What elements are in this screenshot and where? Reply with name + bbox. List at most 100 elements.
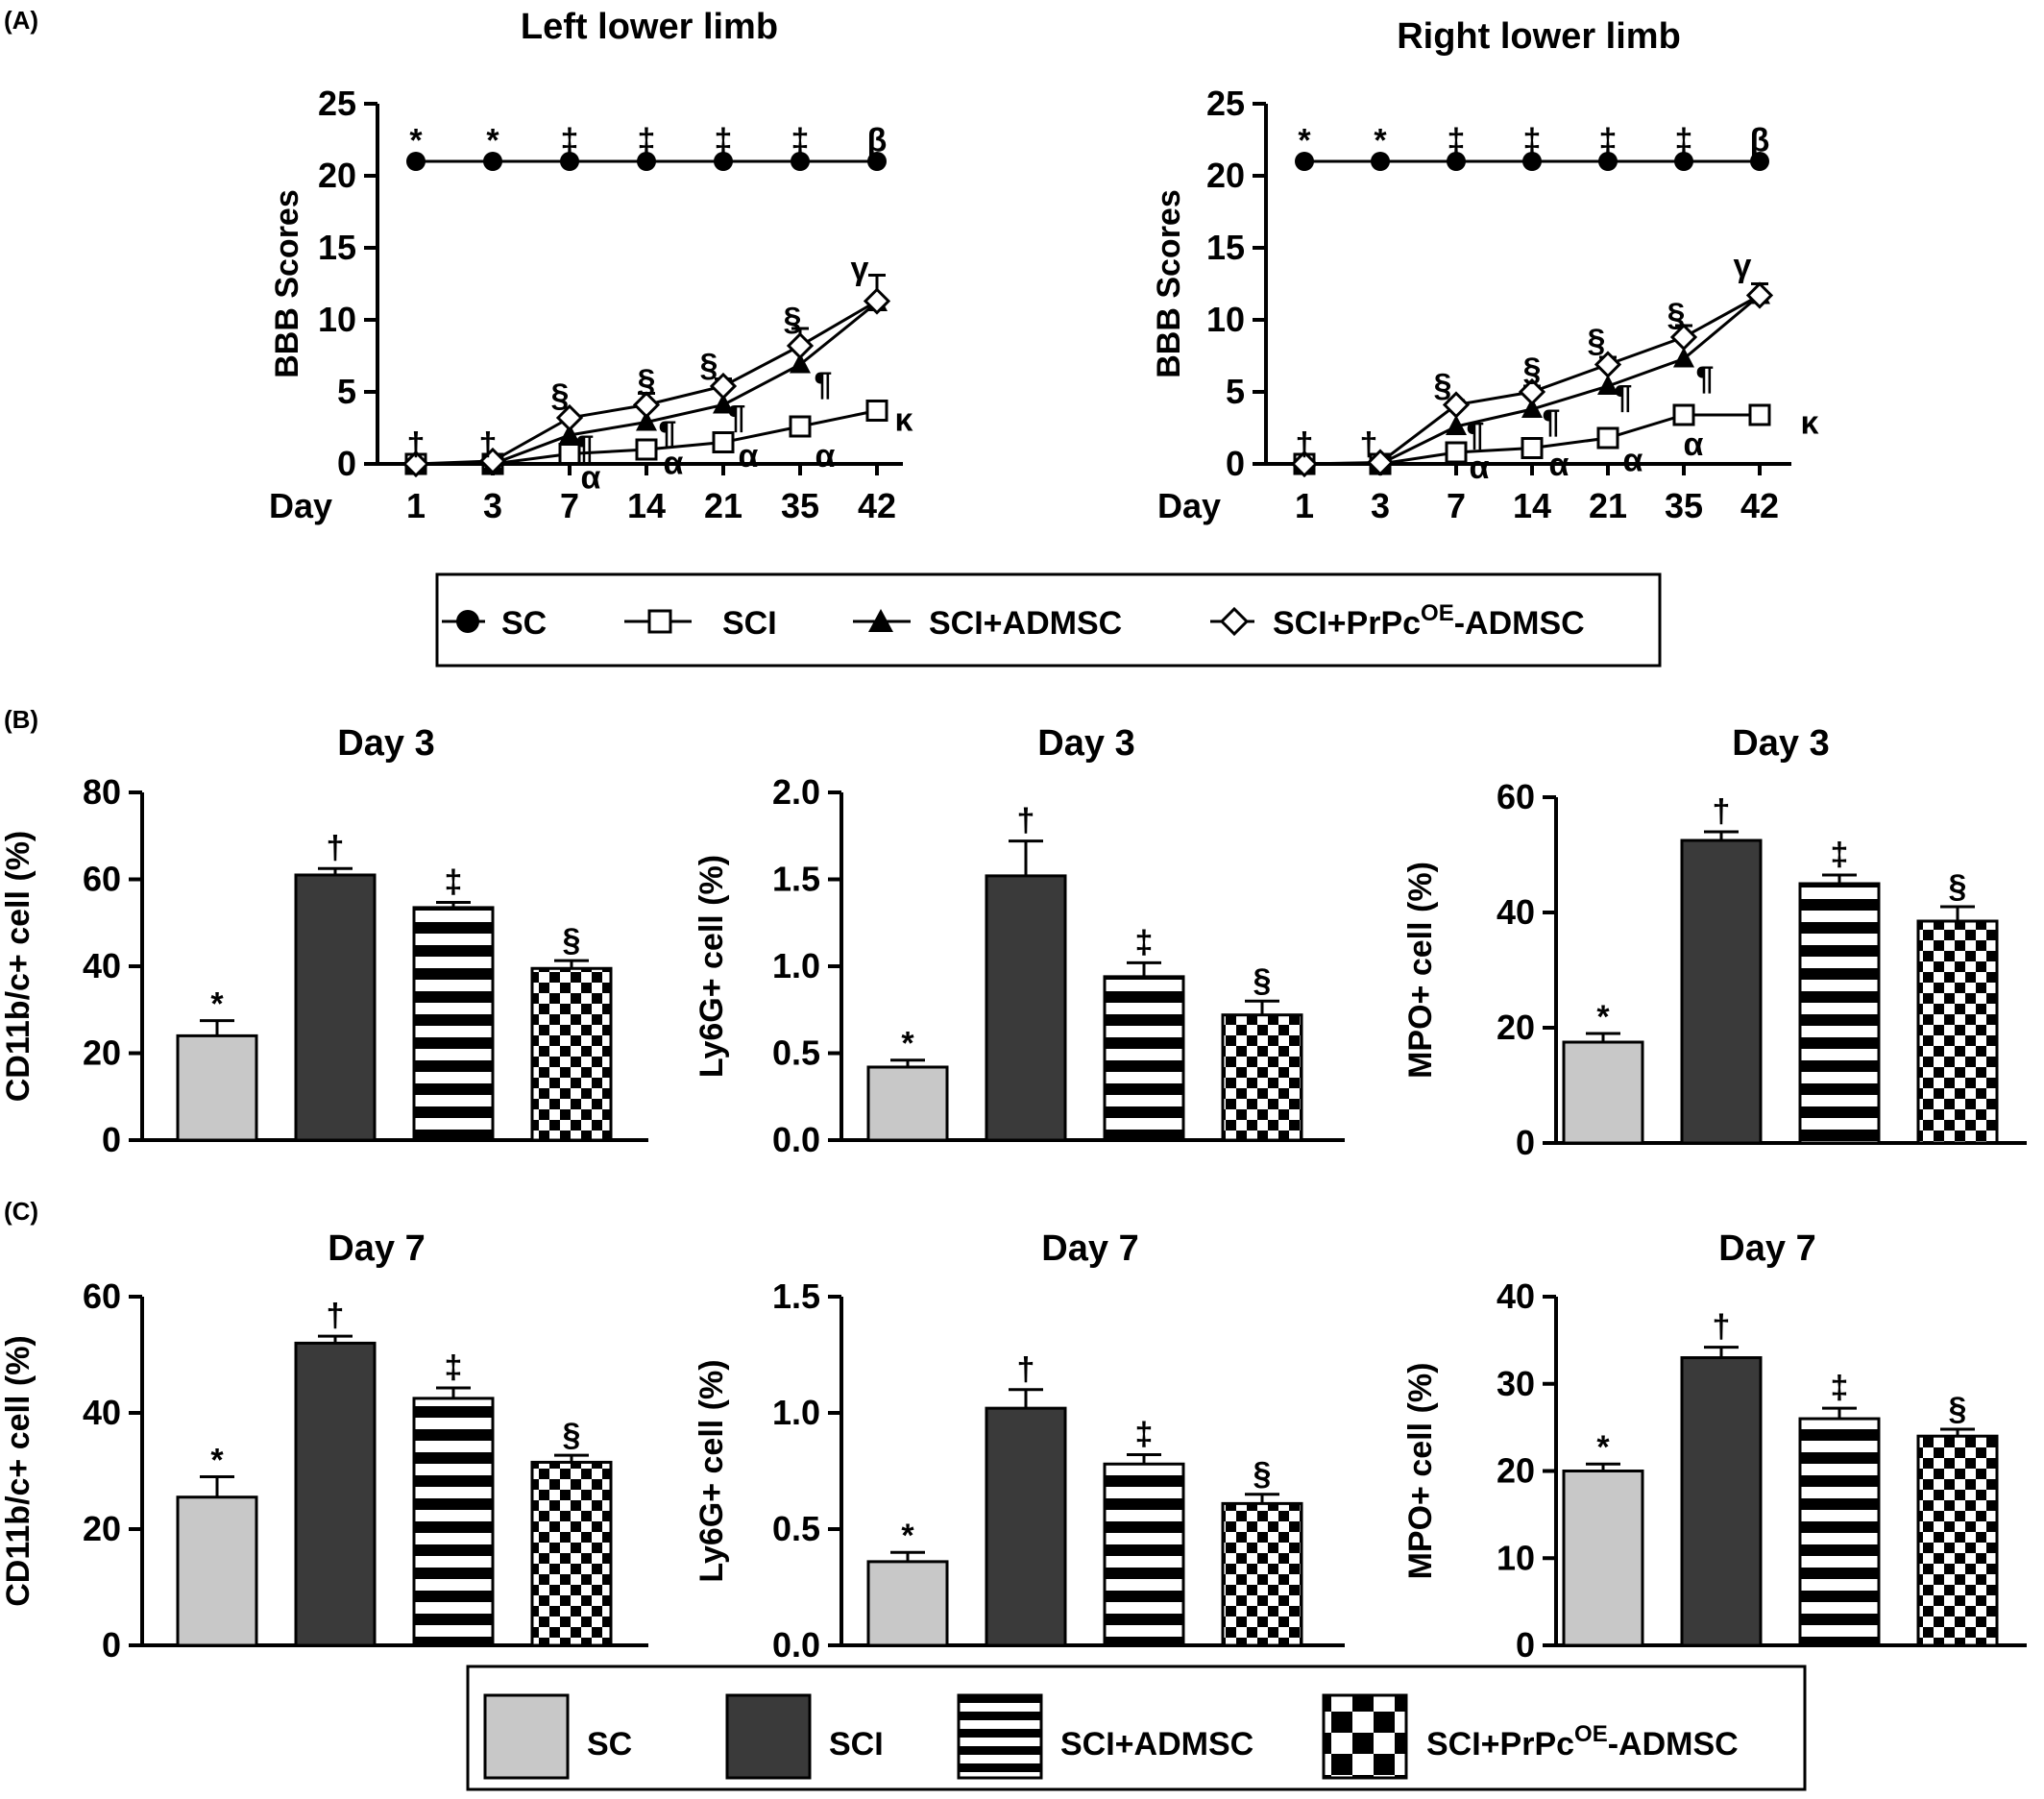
significance-label: †	[1296, 426, 1314, 463]
bar-sc	[866, 1560, 949, 1647]
data-point	[1447, 152, 1466, 171]
legend-marker-filled-circle	[456, 610, 479, 633]
data-point	[709, 372, 738, 401]
data-point	[1521, 398, 1543, 418]
data-point	[1518, 377, 1546, 406]
y-tick-label: 25	[318, 84, 356, 123]
y-tick-label: 40	[83, 1393, 121, 1432]
legend-swatch-dark-gray	[725, 1693, 812, 1780]
significance-label: †	[1713, 1309, 1731, 1346]
data-point	[714, 152, 733, 171]
bar-sci	[985, 874, 1067, 1142]
significance-label: ¶	[1543, 403, 1561, 440]
data-point	[1366, 449, 1395, 476]
significance-label: *	[486, 123, 499, 159]
y-tick-label: 80	[83, 772, 121, 812]
y-tick-label: 15	[1206, 228, 1245, 267]
y-tick-label: 1.0	[772, 1393, 820, 1432]
legend-label: SCI+ADMSC	[929, 605, 1122, 642]
y-axis-label: Ly6G+ cell (%)	[694, 855, 730, 1078]
significance-label: κ	[1801, 405, 1819, 442]
bar-sci-prpc-admsc	[530, 966, 613, 1142]
significance-label: §	[563, 922, 581, 959]
significance-label: ‡	[1675, 123, 1693, 159]
legend-label: SCI+PrPcOE-ADMSC	[1273, 600, 1585, 642]
significance-label: §	[1434, 368, 1452, 404]
data-point	[1594, 351, 1622, 378]
y-tick-label: 20	[83, 1033, 121, 1073]
legend-marker-open-diamond	[1219, 606, 1250, 637]
bar-legend-frame	[466, 1665, 1807, 1791]
panel-label-c: (C)	[4, 1197, 38, 1226]
significance-label: *	[901, 1026, 914, 1062]
y-tick-label: 15	[318, 228, 356, 267]
significance-label: §	[784, 302, 802, 338]
significance-label: §	[1588, 323, 1606, 359]
data-point	[560, 152, 579, 171]
data-point	[483, 152, 502, 171]
significance-label: α	[1623, 443, 1643, 479]
data-point	[713, 393, 734, 414]
significance-label: †	[407, 426, 426, 463]
data-point	[558, 443, 581, 465]
x-tick-label: 35	[781, 486, 819, 525]
legend-label: SCI+ADMSC	[1060, 1726, 1253, 1763]
x-tick-label: 3	[1371, 486, 1390, 525]
y-tick-label: 20	[1496, 1451, 1535, 1491]
bar-sci-prpc-admsc	[530, 1460, 613, 1647]
data-point	[1446, 415, 1467, 435]
significance-label: §	[1667, 297, 1686, 333]
y-tick-label: 40	[83, 946, 121, 985]
data-point	[790, 353, 811, 374]
data-point	[559, 424, 580, 444]
legend-item-sc: SC	[483, 1693, 632, 1780]
data-point	[786, 331, 815, 360]
y-tick-label: 0.0	[772, 1625, 820, 1665]
legend-swatch-light-gray	[483, 1693, 570, 1780]
significance-label: α	[664, 446, 684, 482]
chart-title: Day 3	[1037, 723, 1134, 764]
y-axis-label: MPO+ cell (%)	[1402, 862, 1439, 1079]
significance-label: ‡	[715, 123, 733, 159]
bar-sci-admsc	[1103, 975, 1185, 1142]
significance-label: †	[1017, 1351, 1035, 1388]
significance-label: ‡	[1599, 123, 1618, 159]
bar-sci	[294, 1341, 377, 1647]
series-sc	[406, 152, 887, 171]
y-tick-label: 40	[1496, 892, 1535, 932]
legend-item-sc: SC	[442, 605, 547, 642]
y-tick-label: 10	[1206, 300, 1245, 339]
data-point	[1750, 152, 1769, 171]
legend-label: SC	[587, 1726, 632, 1763]
y-tick-label: 60	[1496, 777, 1535, 816]
significance-label: *	[1374, 123, 1387, 159]
data-point	[1295, 152, 1314, 171]
significance-label: α	[739, 438, 759, 474]
legend-item-sci-admsc: SCI+ADMSC	[853, 605, 1122, 642]
significance-label: γ	[851, 251, 869, 287]
y-tick-label: 0	[1226, 444, 1245, 483]
bar-sc	[1562, 1470, 1644, 1647]
bar-sci	[294, 873, 377, 1142]
significance-label: †	[1017, 803, 1035, 839]
y-tick-label: 2.0	[772, 772, 820, 812]
y-axis-label: BBB Scores	[269, 189, 305, 378]
chart-left-lower-limb: Left lower limb BBB Scores 0 5 10 15 20 25 Day 1 3…	[269, 7, 913, 525]
significance-label: §	[1253, 962, 1272, 999]
bar-sci-prpc-admsc	[1916, 919, 1999, 1145]
significance-label: †	[1713, 793, 1731, 830]
significance-label: ‡	[445, 863, 463, 900]
data-point	[1596, 426, 1619, 450]
y-tick-label: 10	[318, 300, 356, 339]
legend-marker-filled-triangle	[868, 609, 893, 632]
data-point	[712, 431, 735, 453]
chart-c-ly6g-day7: Day 7 Ly6G+ cell (%) 0.0 0.5 1.0 1.5 * † ‡ §	[694, 1228, 1345, 1665]
significance-label: ¶	[576, 429, 595, 466]
x-axis-label: Day	[269, 486, 332, 525]
chart-title: Left lower limb	[521, 7, 778, 47]
significance-label: ‡	[1523, 123, 1542, 159]
data-point	[406, 152, 426, 171]
significance-label: γ	[1734, 248, 1752, 284]
y-tick-label: 0.0	[772, 1120, 820, 1159]
